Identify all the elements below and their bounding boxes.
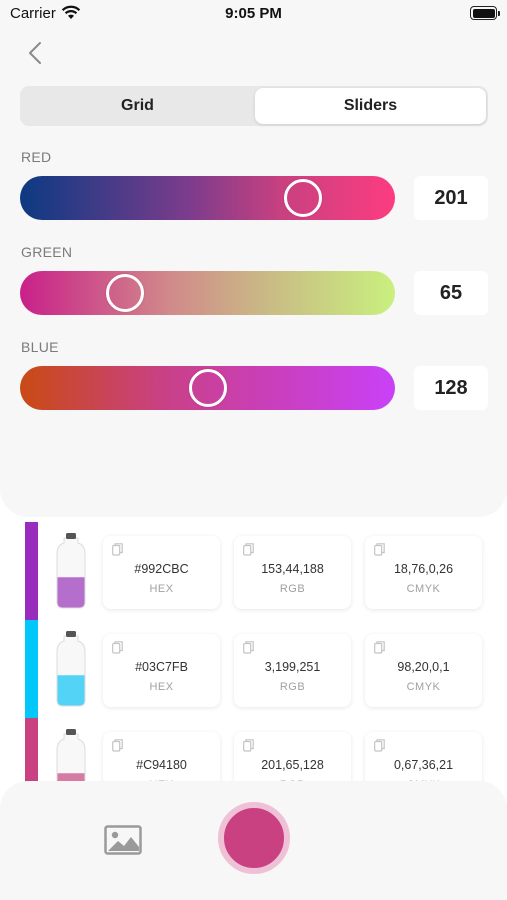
copy-icon[interactable] (374, 641, 385, 654)
copy-icon[interactable] (374, 739, 385, 752)
current-color-button[interactable] (218, 802, 290, 874)
cmyk-label: CMYK (406, 583, 441, 595)
rgb-label: RGB (279, 583, 306, 595)
rgb-card[interactable]: 153,44,188 RGB (234, 536, 351, 609)
cmyk-value: 18,76,0,26 (393, 562, 454, 576)
cmyk-label: CMYK (406, 681, 441, 693)
carrier-label: Carrier (10, 5, 56, 22)
red-slider-thumb[interactable] (284, 179, 323, 217)
back-chevron-icon[interactable] (24, 40, 48, 66)
cmyk-card[interactable]: 98,20,0,1 CMYK (365, 634, 482, 707)
green-label: GREEN (21, 244, 73, 260)
copy-icon[interactable] (112, 739, 123, 752)
rgb-value: 3,199,251 (264, 660, 321, 674)
copy-icon[interactable] (243, 543, 254, 556)
list-item[interactable]: #992CBC HEX 153,44,188 RGB 18,76,0,26 CM… (0, 522, 507, 620)
green-slider-thumb[interactable] (105, 274, 144, 312)
saved-colors-list: #992CBC HEX 153,44,188 RGB 18,76,0,26 CM… (0, 522, 507, 816)
rgb-card[interactable]: 3,199,251 RGB (234, 634, 351, 707)
color-bar (25, 522, 38, 620)
bottom-toolbar (0, 781, 507, 900)
wifi-icon (61, 5, 81, 19)
mode-segmented-control: Grid Sliders (20, 86, 488, 126)
rgb-value: 201,65,128 (261, 758, 324, 772)
status-bar: Carrier 9:05 PM (0, 0, 507, 30)
hex-card[interactable]: #03C7FB HEX (103, 634, 220, 707)
copy-icon[interactable] (112, 543, 123, 556)
hex-value: #C94180 (136, 758, 187, 772)
rgb-value: 153,44,188 (261, 562, 324, 576)
color-bar (25, 620, 38, 718)
cmyk-value: 0,67,36,21 (393, 758, 454, 772)
battery-icon (470, 6, 500, 20)
hex-label: HEX (149, 681, 174, 693)
blue-value-field[interactable]: 128 (414, 366, 488, 410)
picker-panel: Carrier 9:05 PM Grid Sliders RED 201 GRE… (0, 0, 507, 410)
hex-value: #03C7FB (135, 660, 188, 674)
copy-icon[interactable] (243, 739, 254, 752)
image-gallery-icon[interactable] (104, 825, 142, 855)
green-slider-track[interactable] (20, 271, 395, 315)
clock: 9:05 PM (225, 5, 282, 22)
cmyk-value: 98,20,0,1 (397, 660, 450, 674)
blue-slider-track[interactable] (20, 366, 395, 410)
green-value-field[interactable]: 65 (414, 271, 488, 315)
bottle-icon (56, 533, 86, 609)
copy-icon[interactable] (374, 543, 385, 556)
red-value-field[interactable]: 201 (414, 176, 488, 220)
hex-label: HEX (149, 583, 174, 595)
rgb-label: RGB (279, 681, 306, 693)
hex-card[interactable]: #992CBC HEX (103, 536, 220, 609)
tab-sliders[interactable]: Sliders (255, 88, 486, 124)
red-label: RED (21, 149, 52, 165)
blue-label: BLUE (21, 339, 59, 355)
cmyk-card[interactable]: 18,76,0,26 CMYK (365, 536, 482, 609)
hex-value: #992CBC (134, 562, 189, 576)
blue-slider-thumb[interactable] (188, 369, 227, 407)
list-item[interactable]: #03C7FB HEX 3,199,251 RGB 98,20,0,1 CMYK (0, 620, 507, 718)
red-slider-track[interactable] (20, 176, 395, 220)
tab-grid[interactable]: Grid (121, 97, 154, 114)
copy-icon[interactable] (243, 641, 254, 654)
bottle-icon (56, 631, 86, 707)
copy-icon[interactable] (112, 641, 123, 654)
